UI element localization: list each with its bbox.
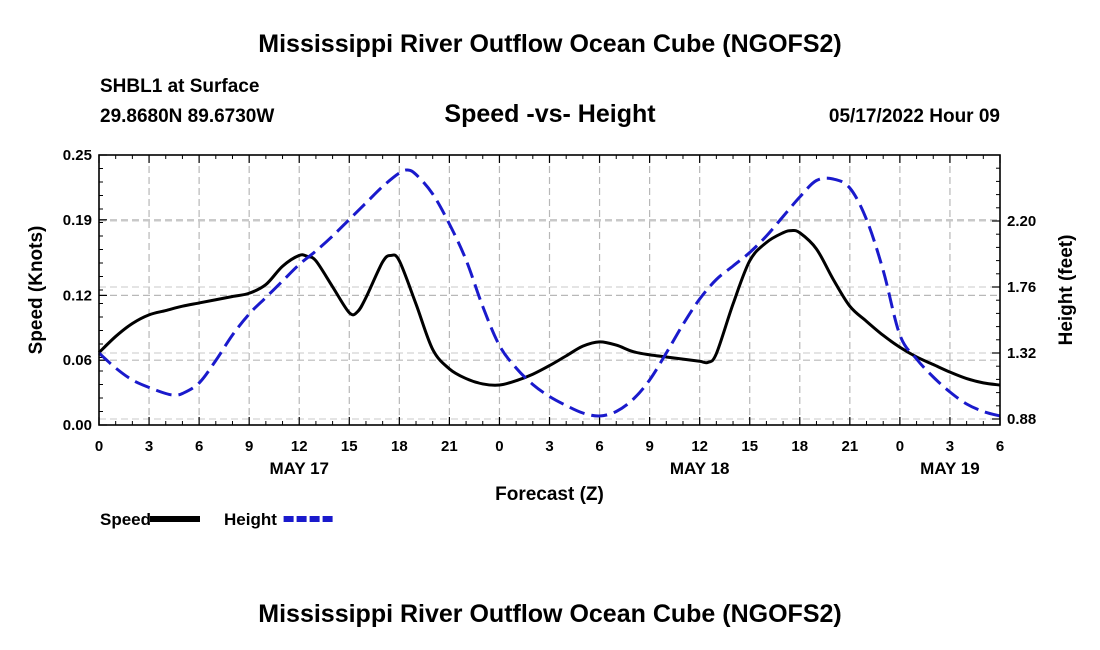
x-tick-label: 6 bbox=[595, 438, 603, 455]
x-tick-label: 3 bbox=[946, 438, 954, 455]
chart-main-title: Mississippi River Outflow Ocean Cube (NG… bbox=[258, 30, 842, 58]
y2-tick-label: 2.20 bbox=[1007, 213, 1036, 230]
x-tick-label: 15 bbox=[341, 438, 358, 455]
y-tick-label: 0.12 bbox=[63, 287, 92, 304]
series-lines bbox=[97, 168, 1001, 418]
x-tick-label: 12 bbox=[291, 438, 308, 455]
station-label: SHBL1 at Surface bbox=[100, 76, 260, 97]
x-tick-label: 9 bbox=[645, 438, 653, 455]
y2-tick-label: 0.88 bbox=[1007, 411, 1036, 428]
x-tick-label: 15 bbox=[741, 438, 758, 455]
y-axis-title: Speed (Knots) bbox=[26, 226, 47, 355]
x-tick-label: 6 bbox=[996, 438, 1004, 455]
y2-tick-label: 1.32 bbox=[1007, 345, 1036, 362]
x-tick-label: 0 bbox=[95, 438, 103, 455]
x-tick-label: 3 bbox=[145, 438, 153, 455]
speed-series-line bbox=[97, 228, 1001, 387]
x-date-label: MAY 18 bbox=[670, 459, 730, 478]
x-tick-label: 6 bbox=[195, 438, 203, 455]
grid-lines bbox=[99, 155, 1000, 425]
legend: Speed Height bbox=[100, 510, 334, 529]
y-tick-label: 0.06 bbox=[63, 352, 92, 369]
height-legend-label: Height bbox=[224, 510, 277, 529]
x-tick-label: 18 bbox=[391, 438, 408, 455]
y-tick-label: 0.19 bbox=[63, 212, 92, 229]
y2-axis-title: Height (feet) bbox=[1056, 235, 1077, 346]
y-tick-label: 0.00 bbox=[63, 417, 92, 434]
x-tick-label: 0 bbox=[495, 438, 503, 455]
x-tick-label: 21 bbox=[441, 438, 458, 455]
x-date-label: MAY 17 bbox=[269, 459, 329, 478]
x-tick-label: 3 bbox=[545, 438, 553, 455]
chart-subtitle: Speed -vs- Height bbox=[444, 100, 656, 128]
coordinates-label: 29.8680N 89.6730W bbox=[100, 106, 275, 127]
footer-title: Mississippi River Outflow Ocean Cube (NG… bbox=[258, 600, 842, 628]
x-date-label: MAY 19 bbox=[920, 459, 980, 478]
x-tick-label: 21 bbox=[841, 438, 858, 455]
plot-frame bbox=[98, 154, 1001, 426]
axis-labels: 0 3 6 9 12 15 18 21 0 3 6 9 12 15 18 21 0 3 6 MAY 17 MAY 18 M… bbox=[26, 147, 1077, 505]
forecast-timestamp: 05/17/2022 Hour 09 bbox=[828, 106, 1000, 127]
speed-legend-label: Speed bbox=[100, 510, 151, 529]
height-series-line bbox=[97, 168, 1001, 418]
x-tick-label: 0 bbox=[896, 438, 904, 455]
x-tick-label: 9 bbox=[245, 438, 253, 455]
x-tick-label: 18 bbox=[791, 438, 808, 455]
x-axis-title: Forecast (Z) bbox=[495, 484, 604, 505]
x-tick-label: 12 bbox=[691, 438, 708, 455]
y2-tick-label: 1.76 bbox=[1007, 279, 1036, 296]
y-tick-label: 0.25 bbox=[63, 147, 92, 164]
